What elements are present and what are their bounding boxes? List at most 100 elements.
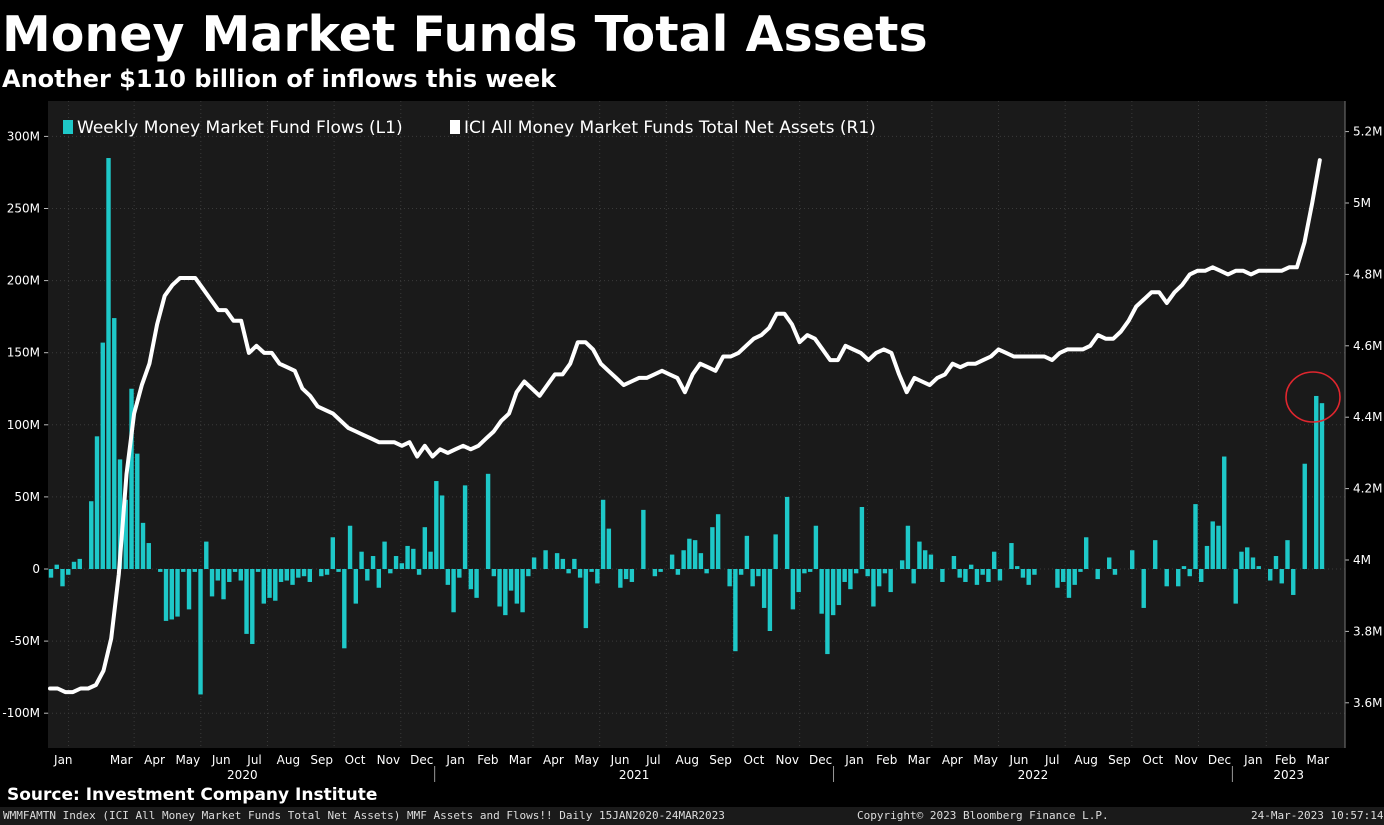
flow-bar: [526, 569, 531, 577]
flow-bar: [255, 569, 261, 572]
flow-bar: [888, 569, 893, 593]
flow-bar: [865, 569, 870, 577]
flow-bar: [462, 485, 468, 569]
flow-bar: [687, 538, 692, 569]
flow-bar: [1107, 557, 1112, 569]
flow-bar: [911, 569, 916, 584]
flow-bar: [1204, 545, 1210, 569]
flow-bar: [106, 158, 111, 569]
flow-bar: [761, 569, 767, 608]
flow-bar: [595, 569, 600, 584]
flow-bar: [1084, 537, 1089, 569]
flow-bar: [1032, 569, 1037, 575]
flow-bar: [848, 569, 853, 590]
flow-bar: [94, 436, 100, 569]
legend: Weekly Money Market Fund Flows (L1) ICI …: [63, 118, 876, 138]
flow-bar: [399, 563, 405, 569]
flow-bar: [388, 569, 393, 574]
flow-bar: [1187, 569, 1192, 577]
flow-bar: [117, 459, 123, 569]
flow-bar: [899, 560, 905, 569]
flow-bar: [439, 495, 445, 569]
x-axis-month-label: Nov: [776, 753, 799, 767]
right-axis-tick-label: 5.2M: [1353, 125, 1382, 139]
flow-bar: [692, 540, 698, 569]
x-axis-month-label: Jun: [1009, 753, 1029, 767]
flow-bar: [77, 558, 82, 569]
flow-bar: [773, 534, 778, 569]
x-axis: Jan Mar Apr May Jun Jul Aug Sep Oct Nov Dec Jan Feb M…: [53, 753, 1329, 782]
x-axis-month-label: Jan: [844, 753, 864, 767]
flow-bar: [560, 558, 566, 569]
x-axis-month-label: Apr: [942, 753, 963, 767]
chart-subtitle: Another $110 billion of inflows this wee…: [2, 65, 557, 93]
flow-bar: [497, 569, 502, 607]
right-axis: 3.6M 3.8M 4M 4.2M 4.4M 4.6M 4.8M 5M 5.2M: [1344, 101, 1382, 748]
flow-bar: [905, 525, 911, 569]
highlight-circle: [1285, 371, 1341, 423]
left-axis-tick-label: 100M: [7, 418, 40, 432]
flow-bar: [922, 550, 928, 569]
flow-bar: [658, 569, 663, 572]
footer-bar: WMMFAMTN Index (ICI All Money Market Fun…: [0, 807, 1384, 825]
flow-bar: [641, 509, 646, 569]
x-axis-month-label: Dec: [809, 753, 832, 767]
flow-bar: [66, 569, 71, 575]
flow-bar: [485, 473, 491, 569]
flow-bar: [790, 569, 796, 610]
flow-bar: [198, 569, 203, 695]
left-axis-tick-label: 150M: [7, 346, 40, 360]
flow-bar: [503, 569, 508, 616]
left-axis-tick-label: -50M: [10, 634, 40, 648]
flow-bar: [1072, 569, 1077, 585]
flow-bar: [1176, 569, 1181, 587]
flow-bar: [1078, 569, 1083, 572]
flow-bar: [963, 569, 968, 582]
right-axis-tick-label: 3.6M: [1353, 696, 1382, 710]
x-axis-month-label: Feb: [1275, 753, 1296, 767]
footer-right: 24-Mar-2023 10:57:14: [1251, 809, 1384, 822]
flow-bar: [347, 525, 353, 569]
flow-bar: [876, 569, 882, 587]
flow-bar: [681, 550, 686, 569]
flow-bar: [986, 569, 991, 582]
x-axis-year-label: 2021: [619, 768, 650, 782]
right-axis-tick-label: 5M: [1353, 196, 1371, 210]
flow-bar: [451, 569, 456, 613]
flow-bar: [186, 569, 192, 610]
right-axis-tick-label: 4.6M: [1353, 339, 1382, 353]
x-axis-month-label: Sep: [709, 753, 732, 767]
flow-bar: [577, 569, 583, 578]
assets-line: [48, 158, 1322, 695]
flow-bar: [1014, 566, 1020, 569]
flow-bar: [704, 569, 709, 574]
flow-bar: [1302, 463, 1307, 569]
flow-bar: [531, 557, 537, 569]
flow-bar: [1291, 569, 1296, 595]
flow-bar: [232, 569, 238, 572]
flows-bars: [48, 158, 1325, 695]
flow-bar: [405, 545, 410, 569]
x-axis-month-label: Mar: [110, 753, 133, 767]
right-axis-tick-label: 3.8M: [1353, 624, 1382, 638]
flow-bar: [675, 569, 681, 575]
flow-bar: [583, 569, 589, 629]
flow-bar: [273, 569, 278, 601]
x-axis-month-label: Sep: [310, 753, 333, 767]
left-axis-tick-label: -100M: [2, 706, 40, 720]
flow-bar: [767, 569, 773, 632]
footer-center: Copyright© 2023 Bloomberg Finance L.P.: [857, 809, 1109, 822]
flow-bar: [842, 569, 847, 582]
flow-bar: [669, 554, 675, 569]
flow-bar: [319, 569, 324, 577]
flow-bar: [618, 569, 623, 588]
flow-bar: [715, 514, 721, 569]
left-axis-tick-label: 0: [32, 562, 40, 576]
flow-bar: [1239, 551, 1244, 569]
flow-bar: [474, 569, 479, 598]
x-axis-month-label: Feb: [876, 753, 897, 767]
x-axis-month-label: Sep: [1108, 753, 1131, 767]
flow-bar: [324, 569, 330, 575]
flow-bar: [359, 551, 364, 569]
x-axis-month-label: Feb: [477, 753, 498, 767]
